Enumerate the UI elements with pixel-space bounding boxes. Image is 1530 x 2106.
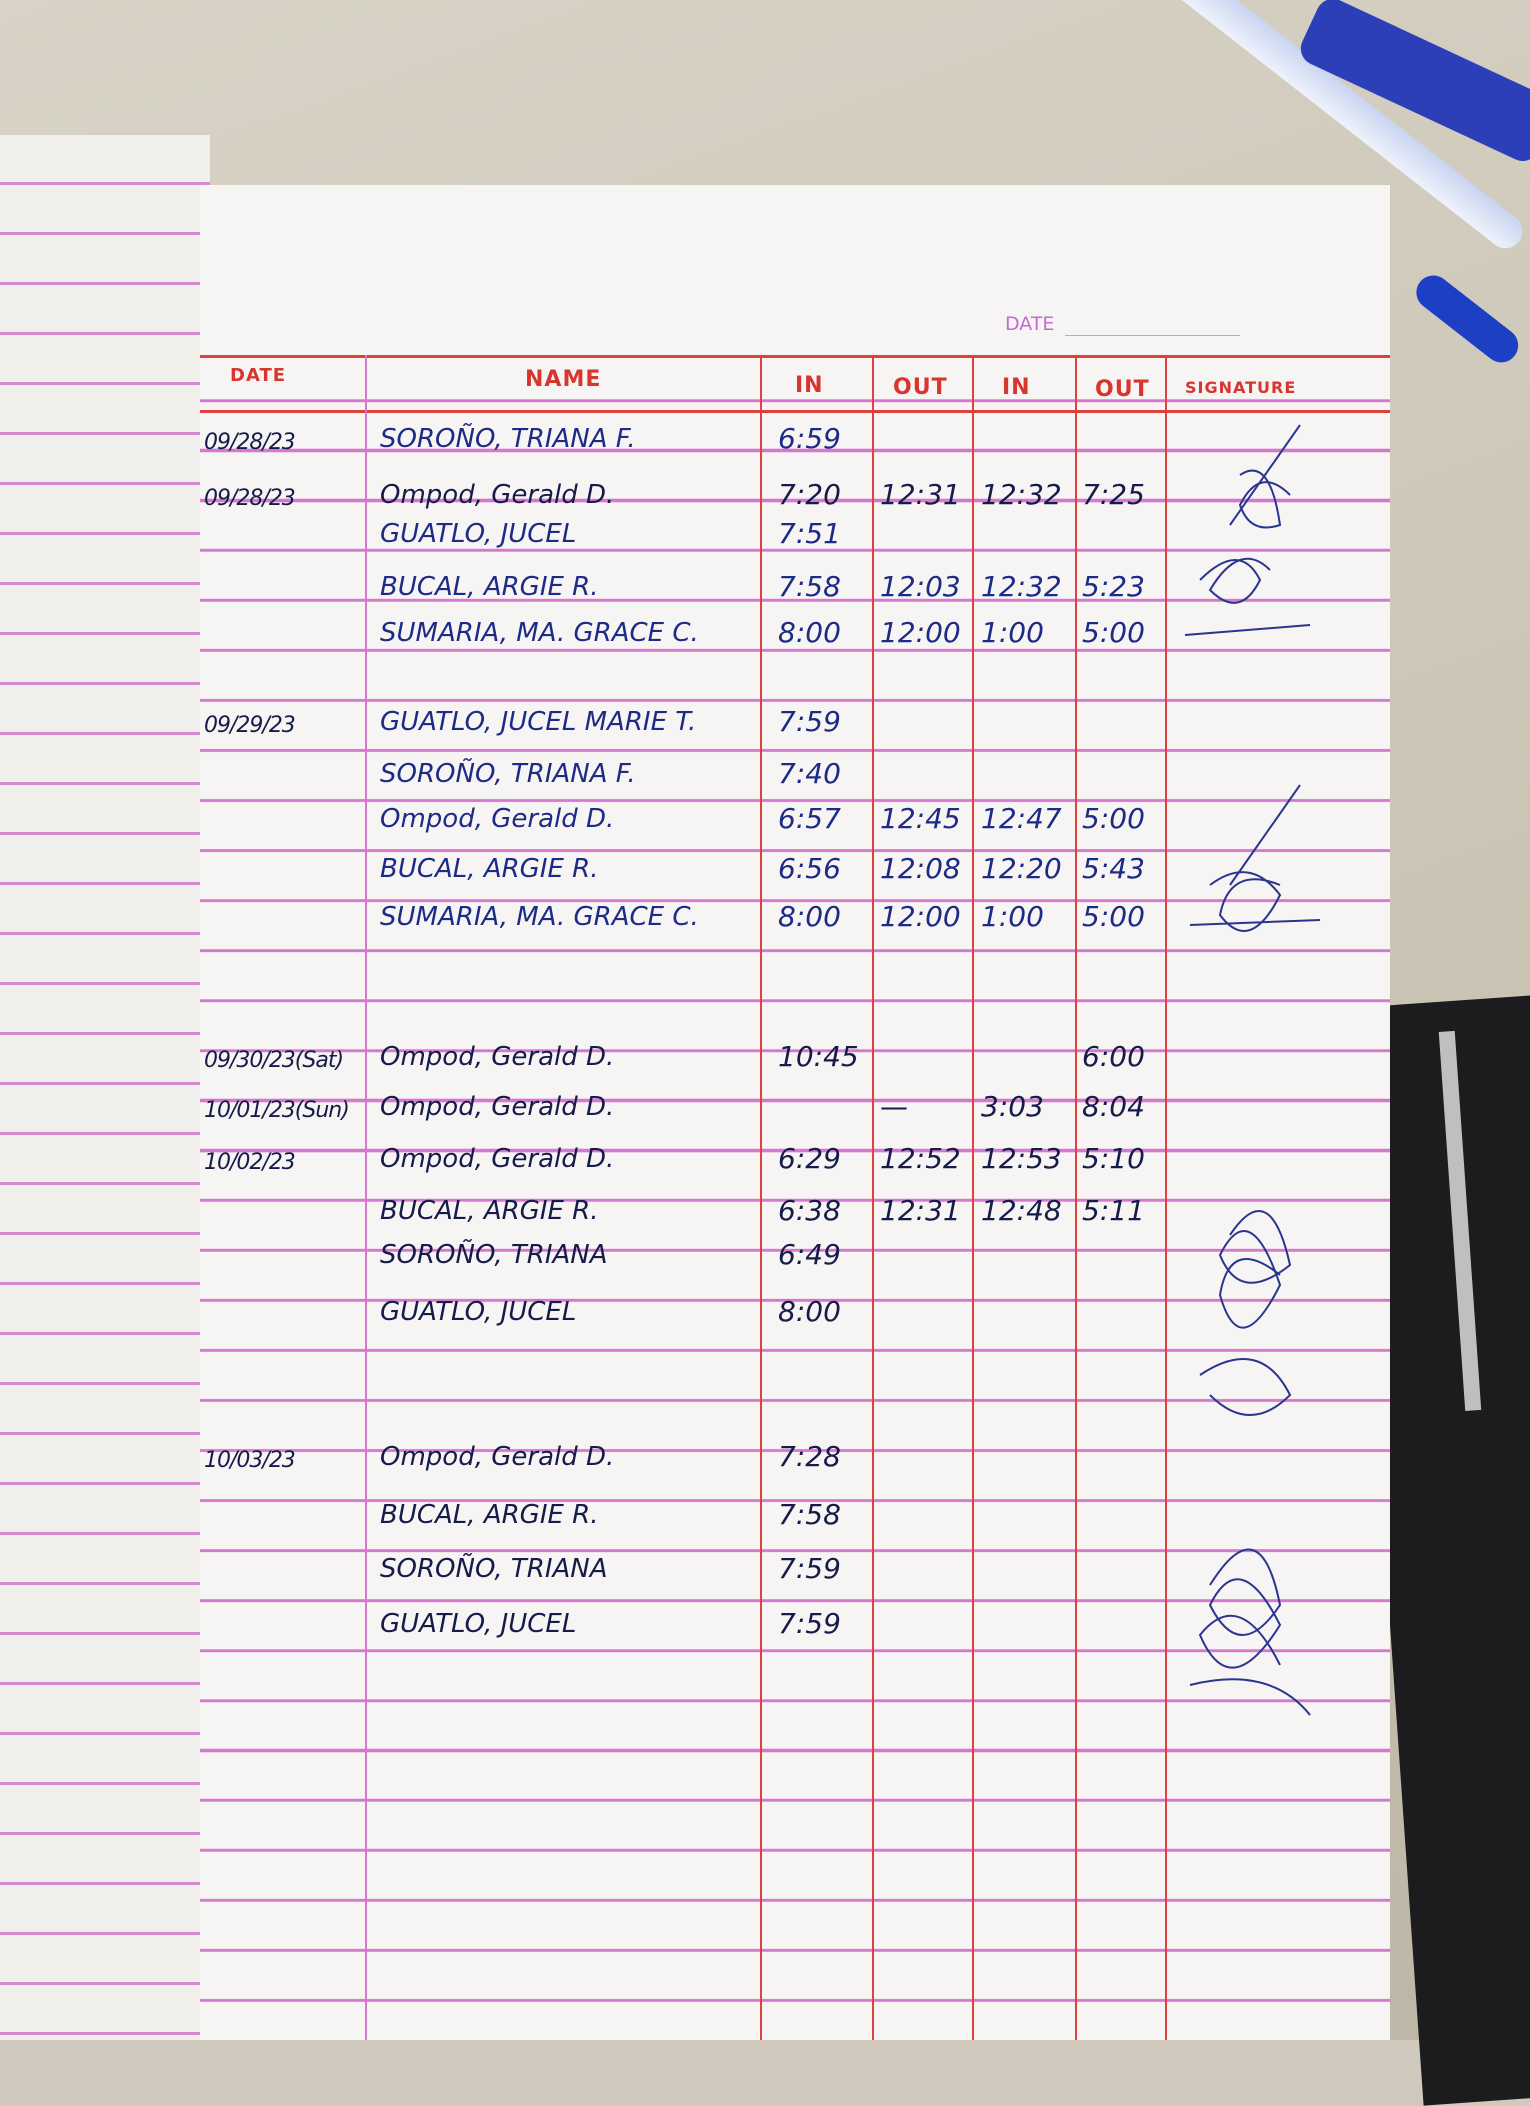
- entry-date: 09/29/23: [204, 713, 296, 738]
- entry-name: BUCAL, ARGIE R.: [380, 854, 599, 884]
- col-header-out: OUT: [1095, 377, 1150, 402]
- entry-time-in-am: 8:00: [778, 900, 841, 933]
- entry-name: GUATLO, JUCEL: [380, 519, 577, 549]
- entry-time-in-am: 6:56: [778, 852, 841, 885]
- entry-time-in-pm: 1:00: [981, 900, 1044, 933]
- entry-time-in-am: 6:59: [778, 422, 841, 455]
- col-header-in: IN: [1002, 375, 1031, 400]
- entry-time-out-pm: 5:00: [1082, 802, 1145, 835]
- entry-time-out-am: 12:00: [880, 900, 961, 933]
- entry-time-out-pm: 5:00: [1082, 616, 1145, 649]
- entry-name: SOROÑO, TRIANA F.: [380, 424, 636, 454]
- entry-time-in-am: 6:57: [778, 802, 841, 835]
- entry-date: 10/03/23: [204, 1448, 296, 1473]
- entry-time-in-am: 7:59: [778, 705, 841, 738]
- entry-date: 09/30/23(Sat): [204, 1048, 344, 1073]
- entry-time-in-am: 7:28: [778, 1440, 841, 1473]
- entry-time-in-pm: 12:20: [981, 852, 1062, 885]
- entry-date: 10/01/23(Sun): [204, 1098, 350, 1123]
- entry-time-out-am: 12:45: [880, 802, 961, 835]
- entry-name: SOROÑO, TRIANA F.: [380, 759, 636, 789]
- entry-name: SUMARIA, MA. GRACE C.: [380, 618, 699, 648]
- entry-time-out-pm: 8:04: [1082, 1090, 1145, 1123]
- entry-name: Ompod, Gerald D.: [380, 1442, 615, 1472]
- header-bottom-rule: [200, 410, 1390, 413]
- logbook-page: DATE DATE NAME IN OUT IN OUT SIGNATURE 0…: [200, 185, 1390, 2040]
- entry-time-out-am: 12:31: [880, 478, 961, 511]
- entry-name: SOROÑO, TRIANA: [380, 1240, 608, 1270]
- entry-time-in-am: 7:59: [778, 1552, 841, 1585]
- entry-time-out-pm: 6:00: [1082, 1040, 1145, 1073]
- entry-time-in-am: 6:29: [778, 1142, 841, 1175]
- left-page: [0, 135, 210, 2040]
- entry-time-out-am: 12:08: [880, 852, 961, 885]
- entry-name: Ompod, Gerald D.: [380, 804, 615, 834]
- col-divider: [365, 355, 367, 2040]
- entry-date: 09/28/23: [204, 486, 296, 511]
- entry-name: GUATLO, JUCEL MARIE T.: [380, 707, 697, 737]
- header-top-rule: [200, 355, 1390, 358]
- entry-time-out-pm: 5:11: [1082, 1194, 1145, 1227]
- entry-time-in-am: 6:49: [778, 1238, 841, 1271]
- page-date-label: DATE: [1005, 313, 1055, 335]
- entry-time-out-pm: 5:43: [1082, 852, 1145, 885]
- signature-scribble: [1189, 784, 1321, 932]
- entry-time-out-am: 12:00: [880, 616, 961, 649]
- entry-time-in-pm: 12:53: [981, 1142, 1062, 1175]
- entry-date: 09/28/23: [204, 430, 296, 455]
- entry-time-in-pm: 3:03: [981, 1090, 1044, 1123]
- col-header-date: DATE: [230, 365, 287, 386]
- entry-time-in-pm: 1:00: [981, 616, 1044, 649]
- col-divider: [1165, 355, 1167, 2040]
- signature-scribble: [1189, 1548, 1311, 1716]
- entry-name: GUATLO, JUCEL: [380, 1297, 577, 1327]
- entry-time-in-am: 7:58: [778, 570, 841, 603]
- entry-name: SOROÑO, TRIANA: [380, 1554, 608, 1584]
- entry-name: BUCAL, ARGIE R.: [380, 572, 599, 602]
- entry-time-in-pm: 12:48: [981, 1194, 1062, 1227]
- entry-name: Ompod, Gerald D.: [380, 1144, 615, 1174]
- entry-time-out-pm: 5:10: [1082, 1142, 1145, 1175]
- entry-time-out-am: 12:03: [880, 570, 961, 603]
- entry-time-in-pm: 12:32: [981, 478, 1062, 511]
- entry-name: BUCAL, ARGIE R.: [380, 1500, 599, 1530]
- entry-time-in-am: 7:20: [778, 478, 841, 511]
- signature-scribble: [1229, 424, 1301, 529]
- entry-time-in-am: 8:00: [778, 616, 841, 649]
- entry-time-in-am: 7:40: [778, 757, 841, 790]
- entry-date: 10/02/23: [204, 1150, 296, 1175]
- entry-name: SUMARIA, MA. GRACE C.: [380, 902, 699, 932]
- entry-time-out-pm: 5:23: [1082, 570, 1145, 603]
- col-header-signature: SIGNATURE: [1185, 378, 1297, 397]
- signatures: [1184, 424, 1321, 1716]
- entry-time-in-am: 8:00: [778, 1295, 841, 1328]
- entry-time-in-am: 7:59: [778, 1607, 841, 1640]
- entry-name: Ompod, Gerald D.: [380, 1092, 615, 1122]
- col-divider: [1075, 355, 1077, 2040]
- entry-time-out-pm: 7:25: [1082, 478, 1145, 511]
- entry-time-in-pm: 12:47: [981, 802, 1062, 835]
- entry-time-in-am: 7:51: [778, 517, 841, 550]
- col-divider: [760, 355, 762, 2040]
- date-underline: [1065, 335, 1240, 336]
- entry-time-out-am: 12:31: [880, 1194, 961, 1227]
- entry-name: Ompod, Gerald D.: [380, 1042, 615, 1072]
- entry-name: Ompod, Gerald D.: [380, 480, 615, 510]
- col-header-out: OUT: [893, 375, 948, 400]
- col-header-in: IN: [795, 373, 824, 398]
- col-header-name: NAME: [525, 367, 602, 392]
- entry-time-in-am: 10:45: [778, 1040, 859, 1073]
- entry-time-out-am: —: [880, 1090, 908, 1123]
- entry-name: BUCAL, ARGIE R.: [380, 1196, 599, 1226]
- entry-name: GUATLO, JUCEL: [380, 1609, 577, 1639]
- col-divider: [872, 355, 874, 2040]
- entry-time-in-am: 6:38: [778, 1194, 841, 1227]
- entry-time-in-am: 7:58: [778, 1498, 841, 1531]
- entry-time-out-pm: 5:00: [1082, 900, 1145, 933]
- col-divider: [972, 355, 974, 2040]
- signature-scribble: [1184, 557, 1311, 636]
- entry-time-out-am: 12:52: [880, 1142, 961, 1175]
- entry-time-in-pm: 12:32: [981, 570, 1062, 603]
- signature-scribble: [1199, 1210, 1292, 1416]
